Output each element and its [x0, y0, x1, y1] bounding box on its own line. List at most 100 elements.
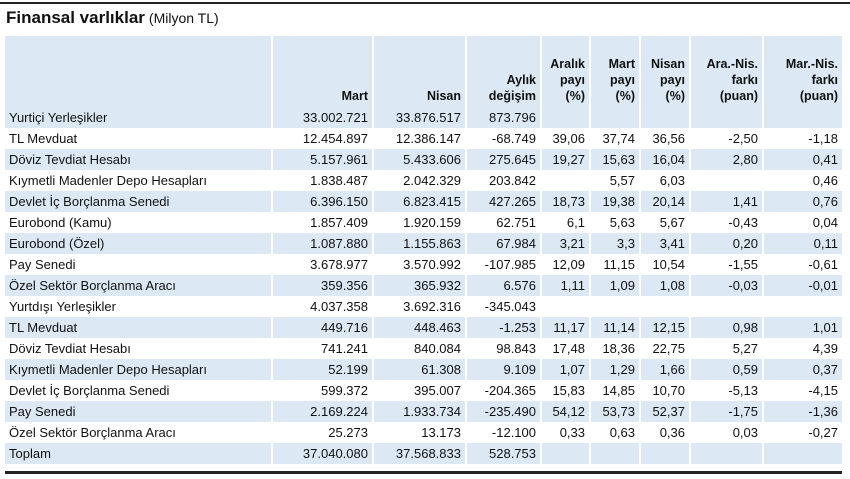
cell: 0,76 — [762, 191, 842, 212]
cell: 20,14 — [639, 191, 690, 212]
cell: 0,36 — [639, 422, 690, 443]
cell: 0,03 — [689, 422, 763, 443]
cell — [589, 296, 640, 317]
cell: 19,38 — [589, 191, 640, 212]
cell: 17,48 — [540, 338, 590, 359]
column-header: Mart payı (%) — [589, 36, 640, 107]
cell: 12,15 — [639, 317, 690, 338]
cell: 36,56 — [639, 128, 690, 149]
cell: 0,41 — [762, 149, 842, 170]
cell: 6.823.415 — [372, 191, 466, 212]
cell: -107.985 — [465, 254, 541, 275]
table-row: Özel Sektör Borçlanma Aracı 359.356 365.93… — [5, 275, 842, 296]
column-header: Ara.-Nis. farkı (puan) — [689, 36, 763, 107]
header-line: Ara.-Nis. — [706, 57, 758, 71]
cell: 741.241 — [271, 338, 373, 359]
cell: 5,27 — [689, 338, 763, 359]
row-label: TL Mevduat — [9, 131, 78, 146]
row-label: Eurobond (Kamu) — [9, 215, 112, 230]
row-label: Pay Senedi — [5, 401, 272, 422]
cell: 528.753 — [465, 443, 541, 464]
header-line: Aylık — [506, 73, 536, 87]
cell — [689, 296, 763, 317]
header-line: Nisan — [426, 89, 461, 103]
cell: 1,29 — [589, 359, 640, 380]
table-row: Döviz Tevdiat Hesabı 5.157.961 5.433.606 27… — [5, 149, 842, 170]
cell: 33.876.517 — [372, 107, 466, 128]
cell: 0,37 — [762, 359, 842, 380]
cell: 39,06 — [540, 128, 590, 149]
cell: 1,07 — [540, 359, 590, 380]
top-rule — [0, 2, 850, 4]
cell: 203.842 — [465, 170, 541, 191]
cell: 62.751 — [465, 212, 541, 233]
cell: 5.157.961 — [271, 149, 373, 170]
cell: 1.838.487 — [271, 170, 373, 191]
header-line: farkı — [811, 73, 838, 87]
cell: 0,04 — [762, 212, 842, 233]
cell: 18,73 — [540, 191, 590, 212]
cell: 5,63 — [589, 212, 640, 233]
cell: 0,98 — [689, 317, 763, 338]
bottom-rule — [5, 471, 842, 474]
cell: 0,20 — [689, 233, 763, 254]
title-block: Finansal varlıklar (Milyon TL) — [6, 8, 219, 28]
cell: 22,75 — [639, 338, 690, 359]
column-header: Nisan payı (%) — [639, 36, 690, 107]
cell: 11,15 — [589, 254, 640, 275]
header-row: Mart Nisan Aylık değişim Aralık payı (%) Mart pa… — [5, 36, 842, 107]
cell: 365.932 — [372, 275, 466, 296]
cell — [762, 443, 842, 464]
cell: 0,33 — [540, 422, 590, 443]
cell — [639, 296, 690, 317]
cell — [689, 107, 763, 128]
cell: 18,36 — [589, 338, 640, 359]
row-label: Toplam — [5, 443, 272, 464]
header-line: değişim — [488, 89, 536, 103]
cell: 52.199 — [271, 359, 373, 380]
row-label: Kıymetli Madenler Depo Hesapları — [5, 359, 272, 380]
cell: 11,17 — [540, 317, 590, 338]
cell: 1,66 — [639, 359, 690, 380]
cell — [540, 296, 590, 317]
header-line: Aralık — [550, 57, 585, 71]
column-header — [5, 36, 272, 107]
cell: -0,27 — [762, 422, 842, 443]
cell: 1.933.734 — [372, 401, 466, 422]
cell — [589, 107, 640, 128]
cell: 840.084 — [372, 338, 466, 359]
cell: 54,12 — [540, 401, 590, 422]
table-row: Devlet İç Borçlanma Senedi 599.372 395.007… — [5, 380, 842, 401]
data-table: Mart Nisan Aylık değişim Aralık payı (%) Mart pa… — [5, 36, 842, 464]
cell: 12.454.897 — [271, 128, 373, 149]
cell: 6,1 — [540, 212, 590, 233]
table-row: Kıymetli Madenler Depo Hesapları 52.199 61… — [5, 359, 842, 380]
cell: 13.173 — [372, 422, 466, 443]
column-header: Mar.-Nis. farkı (puan) — [762, 36, 842, 107]
cell: 3,3 — [589, 233, 640, 254]
cell: 2.042.329 — [372, 170, 466, 191]
row-label: Yurtiçi Yerleşikler — [5, 107, 272, 128]
cell — [762, 296, 842, 317]
cell: -0,03 — [689, 275, 763, 296]
cell: 0,11 — [762, 233, 842, 254]
cell: 2.169.224 — [271, 401, 373, 422]
cell: 1,09 — [589, 275, 640, 296]
row-label: Yurtdışı Yerleşikler — [9, 299, 116, 314]
header-line: (puan) — [799, 89, 838, 103]
header-line: payı — [559, 73, 585, 87]
row-label: Döviz Tevdiat Hesabı — [5, 149, 272, 170]
cell: 3,21 — [540, 233, 590, 254]
cell: 9.109 — [465, 359, 541, 380]
row-label: Özel Sektör Borçlanma Aracı — [9, 425, 176, 440]
column-header: Aylık değişim — [465, 36, 541, 107]
cell: 1,01 — [762, 317, 842, 338]
cell: 98.843 — [465, 338, 541, 359]
cell: 6,03 — [639, 170, 690, 191]
cell: 3,41 — [639, 233, 690, 254]
cell: 2,80 — [689, 149, 763, 170]
cell: 1,41 — [689, 191, 763, 212]
cell: 395.007 — [372, 380, 466, 401]
table-row: Eurobond (Kamu) 1.857.409 1.920.159 62.751 6… — [5, 212, 842, 233]
cell: -345.043 — [465, 296, 541, 317]
